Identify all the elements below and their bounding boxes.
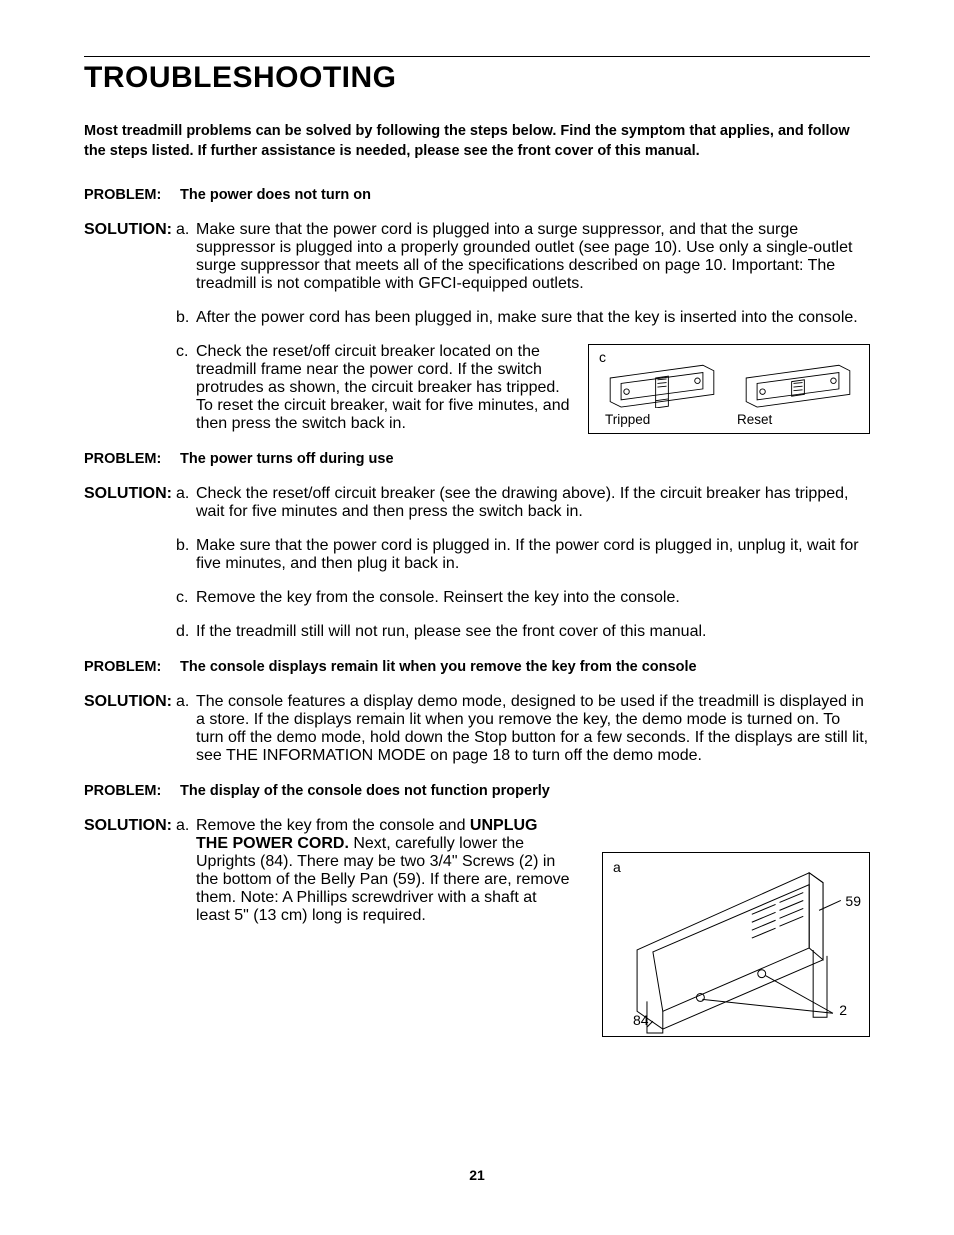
solution-1a: SOLUTION: a. Make sure that the power co… [84, 221, 870, 293]
solution-3a: SOLUTION: a. The console features a disp… [84, 693, 870, 765]
letter-b: b. [176, 309, 196, 327]
page-title: TROUBLESHOOTING [84, 61, 870, 95]
breaker-tripped-icon [599, 358, 725, 408]
problem-3-text: The console displays remain lit when you… [180, 659, 697, 675]
solution-label: SOLUTION: [84, 693, 176, 765]
problem-4-heading: PROBLEM: The display of the console does… [84, 783, 870, 799]
letter-c: c. [176, 343, 196, 433]
letter-a: a. [176, 485, 196, 521]
figure-a-label-59: 59 [845, 893, 861, 909]
problem-2-heading: PROBLEM: The power turns off during use [84, 451, 870, 467]
figure-a-label-2: 2 [839, 1002, 847, 1018]
page: TROUBLESHOOTING Most treadmill problems … [0, 0, 954, 981]
solution-1a-text: Make sure that the power cord is plugged… [196, 221, 870, 293]
figure-c-label: c [599, 349, 606, 365]
figure-c: c Tripped [588, 344, 870, 434]
solution-label: SOLUTION: [84, 485, 176, 521]
figure-a-label: a [613, 859, 621, 875]
intro-text: Most treadmill problems can be solved by… [84, 121, 870, 161]
figure-a: a 59 84 2 [602, 852, 870, 1037]
problem-label: PROBLEM: [84, 451, 176, 467]
problem-1-heading: PROBLEM: The power does not turn on [84, 187, 870, 203]
problem-label: PROBLEM: [84, 783, 176, 799]
problem-3-heading: PROBLEM: The console displays remain lit… [84, 659, 870, 675]
solution-2d: d. If the treadmill still will not run, … [84, 623, 870, 641]
solution-2c-text: Remove the key from the console. Reinser… [196, 589, 870, 607]
letter-b: b. [176, 537, 196, 573]
problem-label: PROBLEM: [84, 659, 176, 675]
problem-2-text: The power turns off during use [180, 451, 393, 467]
tripped-caption: Tripped [599, 412, 650, 427]
solution-2b: b. Make sure that the power cord is plug… [84, 537, 870, 573]
letter-c: c. [176, 589, 196, 607]
breaker-reset-icon [735, 358, 861, 408]
sol-4a-pre: Remove the key from the console and [196, 817, 470, 834]
problem-label: PROBLEM: [84, 187, 176, 203]
solution-3a-text: The console features a display demo mode… [196, 693, 870, 765]
page-number: 21 [0, 1167, 954, 1183]
treadmill-underside-icon [603, 853, 869, 1036]
solution-2a: SOLUTION: a. Check the reset/off circuit… [84, 485, 870, 521]
figure-c-reset: Reset [735, 358, 861, 427]
solution-1b: b. After the power cord has been plugged… [84, 309, 870, 327]
letter-a: a. [176, 693, 196, 765]
letter-a: a. [176, 221, 196, 293]
letter-a: a. [176, 817, 196, 925]
solution-1b-text: After the power cord has been plugged in… [196, 309, 870, 327]
letter-d: d. [176, 623, 196, 641]
solution-2c: c. Remove the key from the console. Rein… [84, 589, 870, 607]
solution-2d-text: If the treadmill still will not run, ple… [196, 623, 870, 641]
solution-label: SOLUTION: [84, 817, 176, 925]
figure-c-tripped: Tripped [599, 358, 725, 427]
top-rule [84, 56, 870, 57]
solution-2b-text: Make sure that the power cord is plugged… [196, 537, 870, 573]
solution-label: SOLUTION: [84, 221, 176, 293]
problem-4-text: The display of the console does not func… [180, 783, 550, 799]
solution-2a-text: Check the reset/off circuit breaker (see… [196, 485, 870, 521]
problem-1-text: The power does not turn on [180, 187, 371, 203]
figure-a-label-84: 84 [633, 1012, 649, 1028]
reset-caption: Reset [735, 412, 772, 427]
